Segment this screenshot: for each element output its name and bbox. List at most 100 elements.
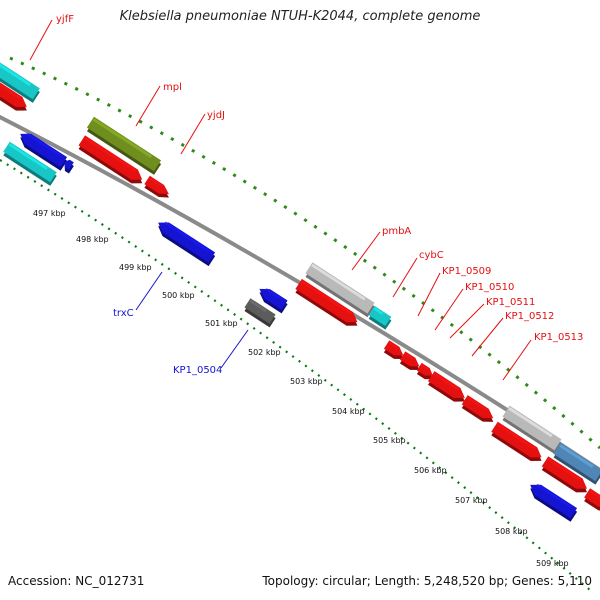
gene-forward-right-1-face [491,421,542,458]
gene-label-yjdJ[interactable]: yjdJ [207,110,225,121]
gene-label-KP1_0504[interactable]: KP1_0504 [173,365,222,376]
gene-forward-right-2-face [541,456,587,489]
tick-label: 499 kbp [119,263,152,272]
gene-trxC[interactable] [153,218,217,267]
gene-forward-right-1[interactable] [490,421,547,466]
gene-reverse-2-face [259,288,288,310]
gene-KP1_0509[interactable] [382,340,408,363]
gene-reverse-right[interactable] [525,480,578,522]
gene-rna-reverse[interactable] [2,141,59,186]
gene-upstream-forward[interactable] [0,80,32,115]
tick-label: 501 kbp [205,319,238,328]
gene-yjfF-face [0,56,40,100]
leader-KP1_0510 [434,288,464,331]
gene-pmbA-forward[interactable] [294,278,363,331]
gene-grey-right[interactable] [501,405,563,454]
gene-KP1_0504-face [244,298,276,324]
gene-label-mpl[interactable]: mpl [163,82,182,93]
tick-label: 507 kbp [455,496,488,505]
reverse-gene-labels: trxC KP1_0504 [113,308,222,376]
tick-label: 498 kbp [76,235,109,244]
gene-reverse-1[interactable] [15,129,68,171]
gene-forward-right-2-highlight [547,457,582,482]
gene-forward-right-3-highlight [589,489,600,500]
tick-label: 506 kbp [414,466,447,475]
leader-trxC [135,271,163,311]
gene-KP1_0511-face [416,362,433,376]
gene-KP1_0513-highlight [466,396,488,412]
gene-KP1_0510-highlight [404,352,415,361]
gene-steel-right-face [553,442,600,482]
gene-yjdJ-block[interactable] [77,135,147,188]
leader-pmbA [351,231,381,271]
gene-reverse-small[interactable] [61,158,76,174]
gene-cybC-highlight [373,307,384,315]
tick-label: 500 kbp [162,291,195,300]
genome-title: Klebsiella pneumoniae NTUH-K2044, comple… [119,9,481,24]
gene-label-pmbA[interactable]: pmbA [382,226,411,237]
gene-trxC-highlight [163,221,210,253]
gene-rna-reverse-face [3,141,57,183]
gene-KP1_0512-highlight [433,372,460,391]
gene-pmbA-forward-face [295,278,358,323]
gene-KP1_0512[interactable] [426,371,469,406]
gene-pmbA[interactable] [304,262,376,318]
gene-mpl-highlight [92,118,153,159]
gene-reverse-small-highlight [67,159,71,164]
leader-KP1_0513 [502,339,532,381]
gene-forward-right-3-face [584,488,600,508]
gene-reverse-2[interactable] [255,284,289,314]
gene-steel-right-highlight [559,444,594,468]
leader-KP1_0511 [449,303,485,339]
gene-label-KP1_0509[interactable]: KP1_0509 [442,266,491,277]
gene-label-KP1_0513[interactable]: KP1_0513 [534,332,583,343]
gene-upstream-forward-highlight [0,81,22,100]
gene-mpl[interactable] [85,116,162,175]
gene-yjdJ-block-face [78,135,143,180]
leader-KP1_0509 [417,272,441,317]
gene-KP1_0510[interactable] [398,351,424,374]
leader-yjfF [29,19,53,61]
gene-KP1_0511[interactable] [415,362,437,383]
gene-pmbA-highlight [311,263,366,301]
topology-summary: Topology: circular; Length: 5,248,520 bp… [262,574,592,588]
gene-yjdJ[interactable] [143,175,174,202]
gene-KP1_0510-face [399,351,420,367]
tick-label: 509 kbp [536,559,569,568]
leader-KP1_0512 [471,317,504,357]
gene-reverse-1-face [20,133,68,168]
leader-yjdJ [180,113,206,155]
gene-rna-reverse-highlight [8,143,48,170]
gene-KP1_0509-face [383,340,404,356]
gene-label-trxC[interactable]: trxC [113,308,134,319]
gene-steel-right[interactable] [552,442,600,485]
gene-yjfF[interactable] [0,56,42,103]
gene-forward-right-3[interactable] [582,488,600,515]
gene-forward-right-1-highlight [496,423,536,450]
gene-pmbA-face [305,262,375,314]
gene-KP1_0511-highlight [420,364,429,371]
gene-KP1_0509-highlight [388,341,399,350]
kbp-tick-labels: 497 kbp 498 kbp 499 kbp 500 kbp 501 kbp … [33,209,569,568]
gene-KP1_0513[interactable] [460,395,498,426]
gene-yjfF-highlight [0,58,31,87]
gene-grey-right-face [502,405,562,451]
accession-label: Accession: NC_012731 [8,574,145,588]
gene-grey-right-highlight [508,407,553,438]
gene-label-yjfF[interactable]: yjfF [56,14,74,25]
tick-label: 505 kbp [373,436,406,445]
gene-label-KP1_0510[interactable]: KP1_0510 [465,282,514,293]
scale-track [0,159,591,591]
leader-KP1_0504 [220,329,249,369]
gene-forward-right-2[interactable] [540,456,592,497]
gene-features[interactable] [0,56,600,522]
gene-reverse-right-highlight [536,483,572,509]
gene-label-cybC[interactable]: cybC [419,250,444,261]
gene-KP1_0504[interactable] [243,298,277,328]
gene-reverse-1-highlight [26,132,62,158]
gene-label-KP1_0512[interactable]: KP1_0512 [505,311,554,322]
gene-cybC[interactable] [367,305,393,330]
gene-label-KP1_0511[interactable]: KP1_0511 [486,297,535,308]
